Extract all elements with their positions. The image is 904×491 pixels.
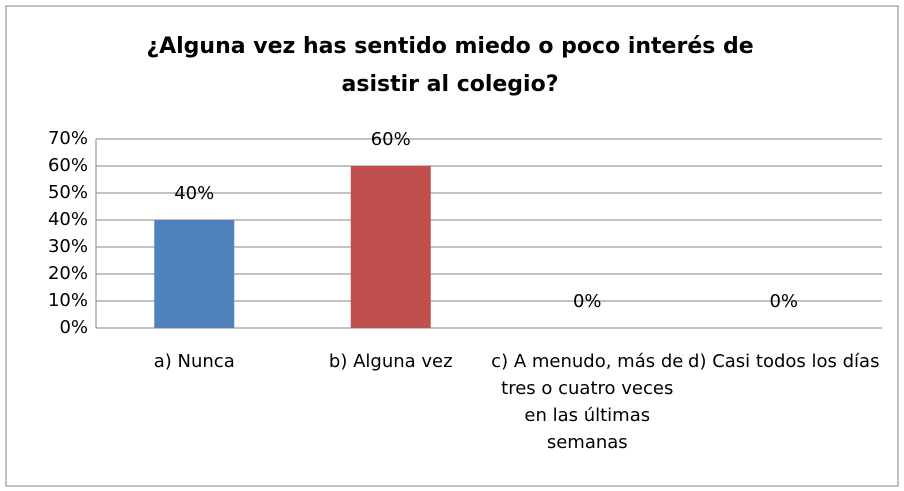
y-tick-label: 20% [48,263,88,284]
x-tick-label: a) Nunca [153,351,235,372]
y-tick-label: 70% [48,128,88,149]
title-box: ¿Alguna vez has sentido miedo o poco int… [146,34,754,97]
x-tick-box: c) A menudo, más de tres o cuatro veces … [491,351,684,453]
bar [350,166,431,328]
x-tick-box: b) Alguna vez [328,351,453,372]
data-label: 0% [573,291,602,312]
y-tick-label: 50% [48,182,88,203]
y-tick-label: 30% [48,236,88,257]
x-tick-label: b) Alguna vez [328,351,453,372]
chart-title: ¿Alguna vez has sentido miedo o poco int… [146,34,754,97]
data-label: 60% [371,129,411,150]
y-tick-label: 0% [59,317,88,338]
data-label: 40% [174,183,214,204]
x-tick-label: d) Casi todos los días [688,351,880,372]
data-label: 0% [769,291,798,312]
x-tick-label: c) A menudo, más de tres o cuatro veces … [491,351,684,453]
y-tick-label: 60% [48,155,88,176]
bar [154,220,235,328]
y-tick-label: 10% [48,290,88,311]
x-tick-box: a) Nunca [153,351,235,372]
x-tick-box: d) Casi todos los días [688,351,880,372]
y-tick-label: 40% [48,209,88,230]
